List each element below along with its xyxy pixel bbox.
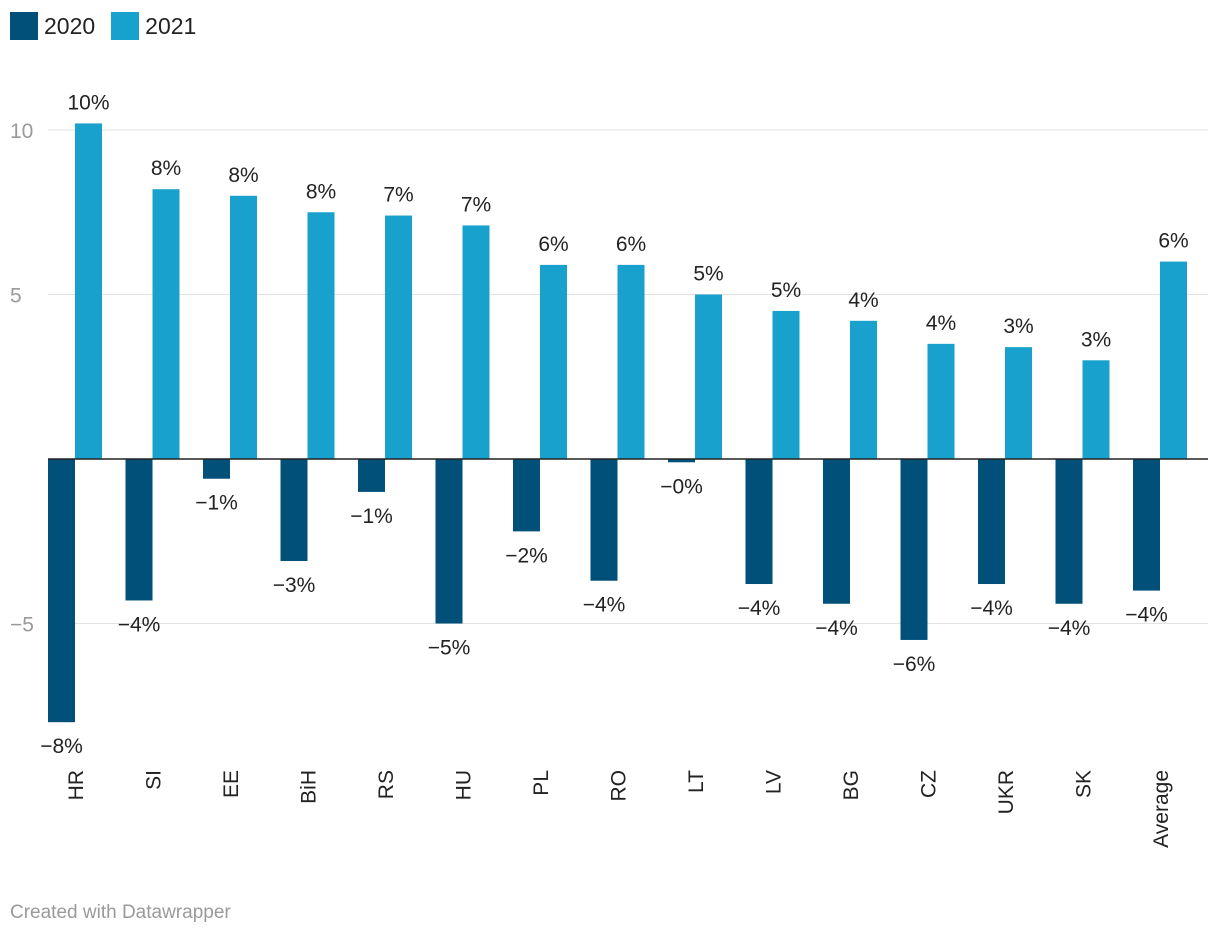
- x-tick-label-ee: EE: [220, 770, 243, 798]
- bar-2021-average: [1160, 261, 1187, 459]
- data-label-2021-si: 8%: [151, 157, 181, 180]
- legend-swatch-2021: [111, 12, 140, 40]
- data-label-2020-ukr: −4%: [970, 597, 1013, 620]
- y-tick-label: 10: [10, 120, 33, 143]
- data-label-2021-rs: 7%: [383, 184, 413, 207]
- bar-2021-sk: [1082, 360, 1110, 459]
- legend-item-2020[interactable]: 2020: [10, 12, 95, 40]
- bar-2021-hr: [75, 123, 102, 460]
- data-label-2021-lv: 5%: [771, 279, 801, 302]
- data-label-2021-ro: 6%: [616, 233, 646, 256]
- bar-2020-hu: [435, 459, 463, 624]
- footer-credit: Created with Datawrapper: [10, 902, 231, 923]
- legend-label-2020: 2020: [44, 12, 96, 39]
- bar-2020-bih: [280, 459, 308, 561]
- legend-swatch-2020: [10, 12, 38, 40]
- data-label-2020-ro: −4%: [583, 594, 626, 617]
- x-tick-label-pl: PL: [530, 770, 553, 796]
- data-label-2020-rs: −1%: [350, 505, 393, 528]
- data-label-2021-bih: 8%: [306, 180, 336, 203]
- data-label-2020-bg: −4%: [815, 617, 858, 640]
- data-label-2020-bih: −3%: [273, 574, 316, 597]
- data-label-2020-ee: −1%: [195, 492, 238, 515]
- bar-2021-ro: [617, 264, 645, 459]
- data-label-2021-average: 6%: [1158, 230, 1188, 253]
- bar-2020-sk: [1055, 459, 1083, 604]
- bar-2020-cz: [900, 459, 928, 640]
- bar-2021-bg: [850, 320, 877, 459]
- bar-2021-pl: [540, 264, 567, 459]
- bar-2020-ukr: [978, 459, 1005, 585]
- data-label-2020-cz: −6%: [893, 653, 936, 676]
- data-label-2021-bg: 4%: [848, 289, 878, 312]
- y-tick-label: −5: [10, 614, 34, 637]
- bar-2021-ee: [230, 195, 257, 460]
- chart-legend: 2020 2021: [10, 12, 196, 40]
- x-tick-label-bih: BiH: [298, 770, 321, 804]
- data-label-2021-hr: 10%: [67, 91, 109, 114]
- data-label-2021-ee: 8%: [228, 164, 258, 187]
- x-tick-label-lt: LT: [685, 770, 708, 793]
- x-tick-label-lv: LV: [763, 770, 786, 794]
- data-label-2020-lt: −0%: [660, 475, 703, 498]
- x-tick-label-ukr: UKR: [995, 770, 1018, 814]
- data-label-2020-lv: −4%: [738, 597, 781, 620]
- bar-2020-lt: [668, 459, 695, 463]
- bar-2021-hu: [462, 225, 490, 459]
- data-label-2021-lt: 5%: [693, 263, 723, 286]
- bar-2020-rs: [358, 459, 385, 492]
- bar-2020-lv: [745, 459, 773, 585]
- y-tick-label: 5: [10, 285, 22, 308]
- data-label-2021-hu: 7%: [461, 193, 491, 216]
- bar-2021-rs: [385, 215, 412, 459]
- data-label-2020-pl: −2%: [505, 544, 548, 567]
- bar-2020-ee: [203, 459, 230, 479]
- x-tick-label-ro: RO: [608, 770, 631, 802]
- x-tick-label-average: Average: [1150, 770, 1173, 848]
- x-tick-label-si: SI: [143, 770, 166, 790]
- bar-2020-bg: [823, 459, 850, 604]
- data-label-2021-sk: 3%: [1081, 328, 1111, 351]
- bar-2020-average: [1133, 459, 1160, 591]
- x-tick-label-bg: BG: [840, 770, 863, 800]
- data-label-2021-pl: 6%: [538, 233, 568, 256]
- legend-label-2021: 2021: [145, 12, 197, 39]
- x-tick-label-sk: SK: [1073, 770, 1096, 798]
- legend-item-2021[interactable]: 2021: [111, 12, 196, 40]
- bar-2021-cz: [927, 343, 955, 459]
- data-label-2021-ukr: 3%: [1003, 315, 1033, 338]
- bar-2021-lt: [695, 294, 722, 459]
- x-tick-label-hu: HU: [453, 770, 476, 800]
- bar-2021-si: [152, 189, 180, 459]
- data-label-2020-sk: −4%: [1048, 617, 1091, 640]
- bar-2020-ro: [590, 459, 618, 581]
- bar-2021-ukr: [1005, 347, 1032, 459]
- bar-2020-pl: [513, 459, 540, 532]
- x-tick-label-hr: HR: [65, 770, 88, 800]
- data-label-2021-cz: 4%: [926, 312, 956, 335]
- data-label-2020-hu: −5%: [428, 637, 471, 660]
- data-label-2020-hr: −8%: [40, 735, 83, 758]
- bar-2020-hr: [48, 459, 75, 723]
- data-label-2020-si: −4%: [118, 613, 161, 636]
- bar-2021-bih: [307, 212, 335, 459]
- x-tick-label-cz: CZ: [918, 770, 941, 798]
- bar-2020-si: [125, 459, 153, 601]
- bar-2021-lv: [772, 310, 800, 459]
- data-label-2020-average: −4%: [1125, 604, 1168, 627]
- x-tick-label-rs: RS: [375, 770, 398, 799]
